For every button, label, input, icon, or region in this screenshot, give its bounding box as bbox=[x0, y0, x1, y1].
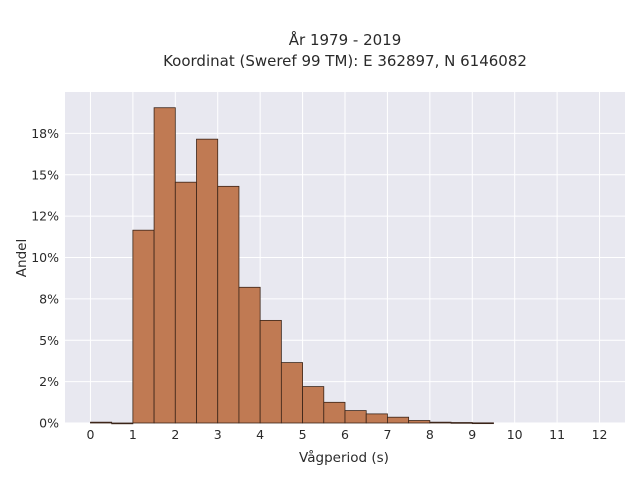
chart-title-line-1: År 1979 - 2019 bbox=[289, 30, 402, 49]
y-tick-label: 10% bbox=[31, 250, 59, 265]
x-tick-label: 0 bbox=[86, 427, 94, 442]
histogram-bar bbox=[153, 107, 176, 424]
histogram-bar bbox=[429, 421, 452, 424]
y-tick-label: 18% bbox=[31, 126, 59, 141]
histogram-bar bbox=[450, 422, 473, 424]
y-tick-label: 15% bbox=[31, 167, 59, 182]
histogram-bar bbox=[111, 422, 134, 425]
histogram-bar bbox=[90, 421, 113, 424]
x-tick-label: 11 bbox=[549, 427, 565, 442]
histogram-bar bbox=[302, 386, 325, 424]
y-tick-label: 8% bbox=[39, 291, 59, 306]
y-tick-label: 0% bbox=[39, 416, 59, 431]
y-tick-label: 12% bbox=[31, 209, 59, 224]
x-tick-label: 5 bbox=[299, 427, 307, 442]
x-tick-label: 3 bbox=[214, 427, 222, 442]
x-tick-label: 4 bbox=[256, 427, 264, 442]
chart-title-line-2: Koordinat (Sweref 99 TM): E 362897, N 61… bbox=[163, 52, 527, 70]
histogram-bar bbox=[387, 416, 410, 424]
histogram-bar bbox=[280, 362, 303, 424]
x-tick-label: 1 bbox=[129, 427, 137, 442]
histogram-bar bbox=[217, 185, 240, 424]
histogram-bar bbox=[174, 181, 197, 424]
y-tick-label: 5% bbox=[39, 333, 59, 348]
x-tick-label: 2 bbox=[171, 427, 179, 442]
y-axis-label: Andel bbox=[14, 239, 30, 277]
histogram-bar bbox=[132, 229, 155, 424]
x-tick-label: 6 bbox=[341, 427, 349, 442]
histogram-bar bbox=[344, 410, 367, 424]
histogram-bar bbox=[238, 286, 261, 424]
histogram-bar bbox=[365, 413, 388, 424]
x-tick-label: 12 bbox=[592, 427, 608, 442]
y-tick-label: 2% bbox=[39, 374, 59, 389]
histogram-bars bbox=[90, 107, 494, 425]
x-tick-label: 10 bbox=[507, 427, 523, 442]
y-axis-ticks: 0% 2% 5% 8% 10% 12% 15% 18% bbox=[31, 126, 59, 431]
x-tick-label: 7 bbox=[383, 427, 391, 442]
histogram-bar bbox=[408, 420, 431, 424]
x-tick-label: 8 bbox=[426, 427, 434, 442]
histogram-bar bbox=[323, 401, 346, 424]
x-axis-label: Vågperiod (s) bbox=[299, 449, 389, 466]
histogram-bar bbox=[196, 138, 219, 424]
histogram-bar bbox=[259, 319, 282, 424]
x-axis-ticks: 0 1 2 3 4 5 6 7 8 9 10 11 12 bbox=[86, 427, 607, 442]
histogram-bar bbox=[471, 422, 494, 425]
x-tick-label: 9 bbox=[468, 427, 476, 442]
